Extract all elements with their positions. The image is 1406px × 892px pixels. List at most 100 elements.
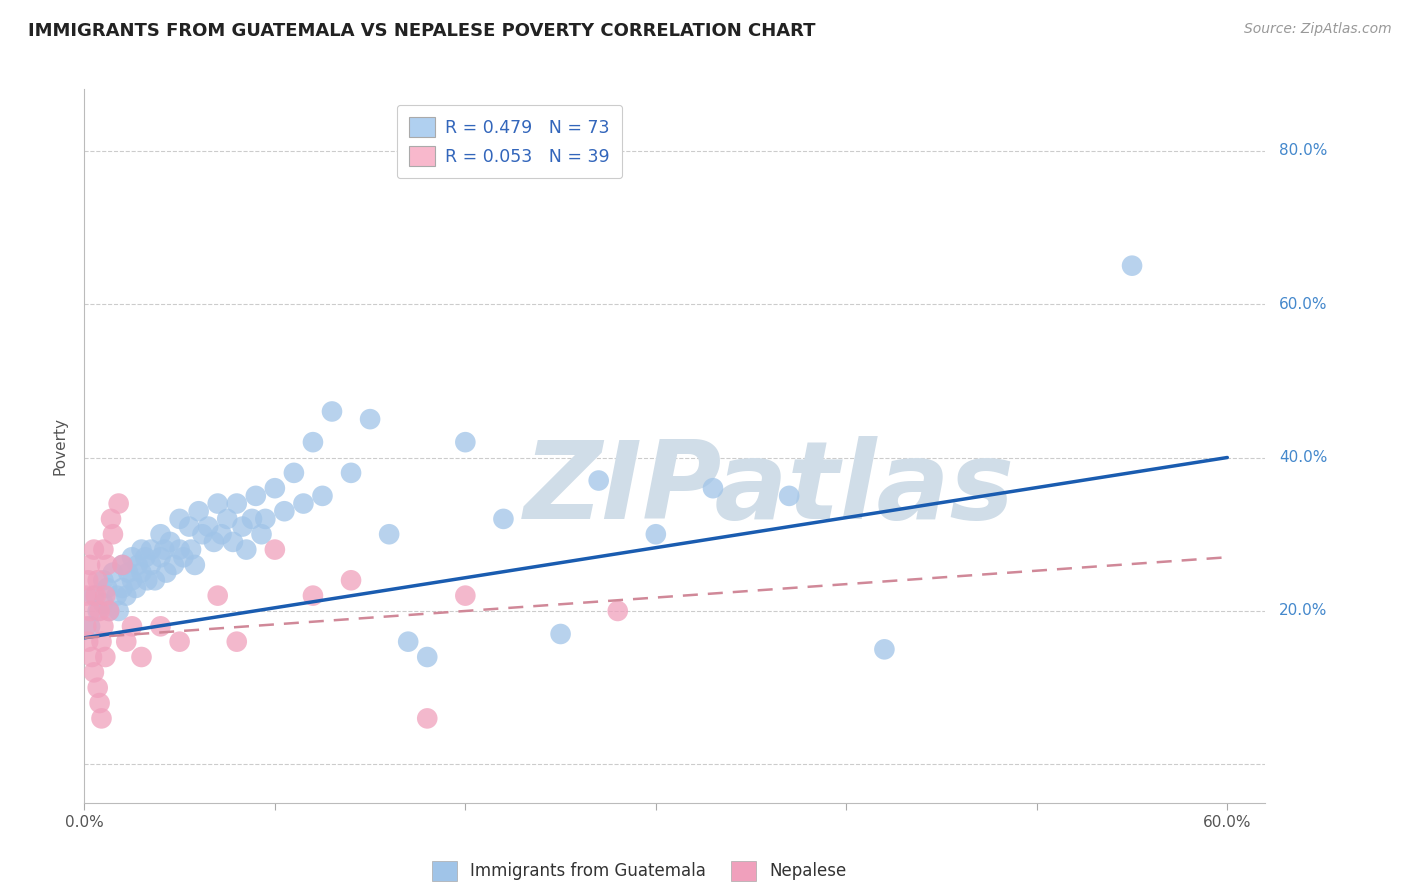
Point [873,642,896,657]
Point [93,542,115,557]
Point [340,574,363,588]
Point [240,512,263,526]
Point [86,574,108,588]
Point [90,634,112,648]
Point [100,512,122,526]
Text: 80.0%: 80.0% [1279,143,1327,158]
Point [107,497,129,511]
Point [159,535,181,549]
Point [83,542,105,557]
Point [254,512,277,526]
Point [225,497,247,511]
Point [184,558,207,572]
Point [340,466,363,480]
Point [273,504,295,518]
Point [83,665,105,680]
Point [121,550,143,565]
Point [89,696,111,710]
Point [115,634,138,648]
Point [80,650,103,665]
Point [153,542,176,557]
Point [202,535,225,549]
Point [84,589,107,603]
Point [416,650,439,665]
Point [117,566,139,580]
Point [225,634,247,648]
Point [136,574,159,588]
Point [105,589,128,603]
Point [94,589,117,603]
Point [245,489,267,503]
Point [101,566,124,580]
Point [217,512,239,526]
Point [416,711,439,725]
Point [207,497,229,511]
Text: Source: ZipAtlas.com: Source: ZipAtlas.com [1244,22,1392,37]
Text: 60.0%: 60.0% [1279,296,1327,311]
Point [75,619,97,633]
Point [263,481,285,495]
Point [359,412,381,426]
Point [90,711,112,725]
Point [93,619,115,633]
Point [111,581,134,595]
Point [139,558,162,572]
Point [98,604,121,618]
Point [79,604,101,618]
Point [127,558,149,572]
Point [83,589,105,603]
Point [139,542,162,557]
Point [180,542,202,557]
Point [94,650,117,665]
Point [121,574,143,588]
Point [131,566,153,580]
Point [143,574,166,588]
Point [283,466,305,480]
Point [235,542,257,557]
Point [231,519,253,533]
Point [89,604,111,618]
Point [454,435,477,450]
Point [125,581,148,595]
Point [98,604,121,618]
Point [454,589,477,603]
Point [134,550,156,565]
Point [101,527,124,541]
Point [644,527,666,541]
Point [169,634,191,648]
Point [155,566,177,580]
Point [111,558,134,572]
Point [121,619,143,633]
Point [79,619,101,633]
Point [75,589,97,603]
Text: IMMIGRANTS FROM GUATEMALA VS NEPALESE POVERTY CORRELATION CHART: IMMIGRANTS FROM GUATEMALA VS NEPALESE PO… [28,22,815,40]
Point [111,558,134,572]
Point [250,527,273,541]
Point [302,435,325,450]
Point [778,489,800,503]
Point [588,474,610,488]
Point [492,512,515,526]
Point [222,535,245,549]
Point [378,527,401,541]
Point [79,558,101,572]
Point [1121,259,1143,273]
Point [86,681,108,695]
Point [263,542,285,557]
Point [77,574,100,588]
Point [169,512,191,526]
Point [550,627,572,641]
Point [93,596,115,610]
Point [149,527,172,541]
Point [93,574,115,588]
Point [107,604,129,618]
Point [396,634,419,648]
Point [77,634,100,648]
Y-axis label: Poverty: Poverty [52,417,67,475]
Point [131,650,153,665]
Point [187,504,209,518]
Point [197,519,219,533]
Point [96,581,118,595]
Point [163,558,186,572]
Point [191,527,214,541]
